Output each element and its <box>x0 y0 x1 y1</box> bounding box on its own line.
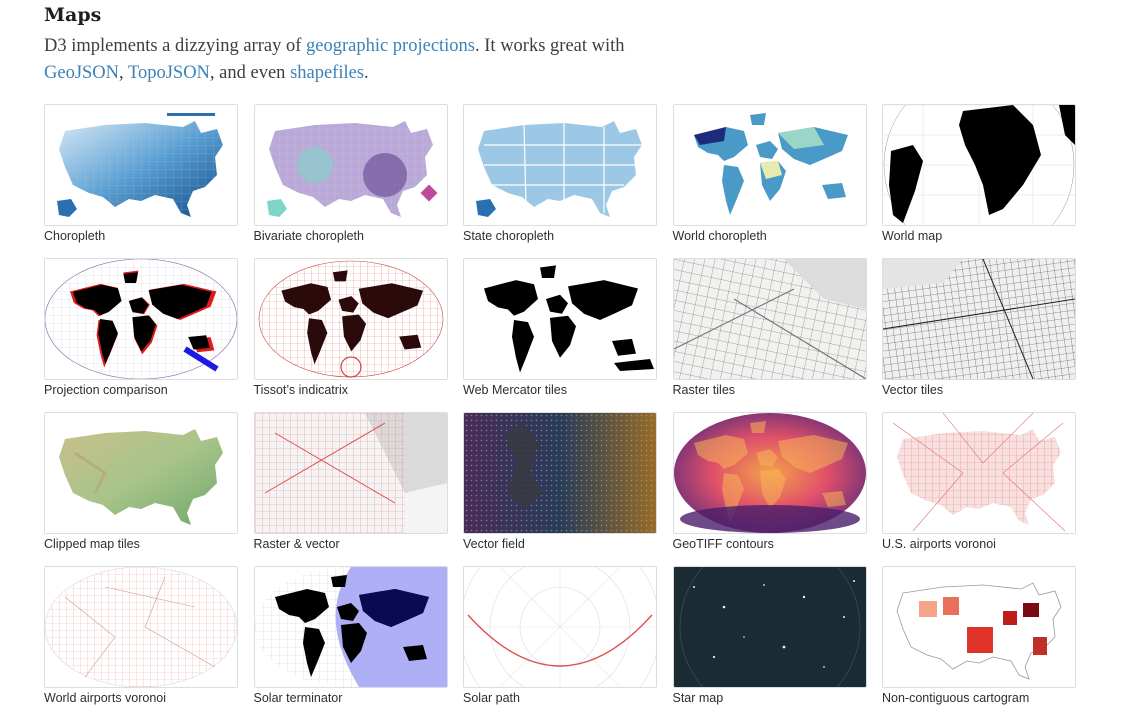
example-caption[interactable]: World map <box>882 229 943 243</box>
examples-gallery: Choropleth Bivariate choropleth State ch… <box>44 104 1076 720</box>
street-raster-map-icon <box>673 259 866 379</box>
example-thumbnail[interactable] <box>44 566 238 688</box>
example-caption[interactable]: Non-contiguous cartogram <box>882 691 1030 705</box>
example-thumbnail[interactable] <box>882 104 1076 226</box>
example-card-mercator-world-map[interactable]: Web Mercator tiles <box>463 258 657 412</box>
example-caption[interactable]: GeoTIFF contours <box>672 537 774 551</box>
example-caption[interactable]: U.S. airports voronoi <box>882 537 996 551</box>
example-thumbnail[interactable] <box>463 258 657 380</box>
example-card-us-bivariate-map[interactable]: Bivariate choropleth <box>253 104 448 258</box>
example-card-us-state-map[interactable]: State choropleth <box>463 104 657 258</box>
raster-vector-map-icon <box>254 413 447 533</box>
example-thumbnail[interactable] <box>882 258 1076 380</box>
example-card-us-choropleth-map[interactable]: Choropleth <box>44 104 238 258</box>
link-shapefiles[interactable]: shapefiles <box>290 63 365 83</box>
example-card-star-map[interactable]: Star map <box>672 566 867 720</box>
example-thumbnail[interactable] <box>44 258 238 380</box>
example-card-projection-comparison-map[interactable]: Projection comparison <box>44 258 238 412</box>
us-choropleth-map-icon <box>45 105 237 225</box>
orthographic-globe-map-icon <box>883 105 1075 225</box>
example-card-solar-path-chart[interactable]: Solar path <box>463 566 657 720</box>
terrain-map-icon <box>45 413 237 533</box>
example-thumbnail[interactable] <box>672 566 867 688</box>
example-caption[interactable]: Raster tiles <box>672 383 736 397</box>
link-topojson[interactable]: TopoJSON <box>127 63 210 83</box>
us-bivariate-map-icon <box>254 105 447 225</box>
example-thumbnail[interactable] <box>672 258 867 380</box>
example-card-tissot-indicatrix-map[interactable]: Tissot’s indicatrix <box>253 258 448 412</box>
example-thumbnail[interactable] <box>253 258 448 380</box>
example-thumbnail[interactable] <box>672 104 867 226</box>
example-card-solar-terminator-map[interactable]: Solar terminator <box>253 566 448 720</box>
example-thumbnail[interactable] <box>253 104 448 226</box>
example-card-vector-field-map[interactable]: Vector field <box>463 412 657 566</box>
mercator-world-map-icon <box>464 259 656 379</box>
example-caption[interactable]: Solar path <box>463 691 520 705</box>
projection-comparison-map-icon <box>45 259 237 379</box>
link-geographic-projections[interactable]: geographic projections <box>306 36 476 56</box>
solar-path-chart-icon <box>464 567 656 687</box>
example-caption[interactable]: Projection comparison <box>44 383 168 397</box>
example-caption[interactable]: World choropleth <box>672 229 767 243</box>
example-thumbnail[interactable] <box>672 412 867 534</box>
example-caption[interactable]: Choropleth <box>44 229 106 243</box>
example-card-terrain-map[interactable]: Clipped map tiles <box>44 412 238 566</box>
example-thumbnail[interactable] <box>463 566 657 688</box>
street-vector-map-icon <box>883 259 1075 379</box>
example-caption[interactable]: Vector field <box>463 537 525 551</box>
example-caption[interactable]: Tissot’s indicatrix <box>253 383 348 397</box>
example-thumbnail[interactable] <box>253 566 448 688</box>
example-caption[interactable]: Vector tiles <box>882 383 944 397</box>
world-voronoi-map-icon <box>45 567 237 687</box>
example-thumbnail[interactable] <box>882 412 1076 534</box>
example-card-street-vector-map[interactable]: Vector tiles <box>882 258 1076 412</box>
example-thumbnail[interactable] <box>882 566 1076 688</box>
example-card-world-voronoi-map[interactable]: World airports voronoi <box>44 566 238 720</box>
example-caption[interactable]: Star map <box>672 691 724 705</box>
example-card-raster-vector-map[interactable]: Raster & vector <box>253 412 448 566</box>
page-title: Maps <box>44 4 102 26</box>
example-caption[interactable]: Bivariate choropleth <box>253 229 364 243</box>
example-thumbnail[interactable] <box>463 104 657 226</box>
example-thumbnail[interactable] <box>44 412 238 534</box>
us-voronoi-map-icon <box>883 413 1075 533</box>
world-choropleth-map-icon <box>673 105 866 225</box>
star-map-icon <box>673 567 866 687</box>
solar-terminator-map-icon <box>254 567 447 687</box>
cartogram-map-icon <box>883 567 1075 687</box>
geotiff-contours-map-icon <box>673 413 866 533</box>
example-card-us-voronoi-map[interactable]: U.S. airports voronoi <box>882 412 1076 566</box>
tissot-indicatrix-map-icon <box>254 259 447 379</box>
example-card-street-raster-map[interactable]: Raster tiles <box>672 258 867 412</box>
us-state-map-icon <box>464 105 656 225</box>
example-card-orthographic-globe-map[interactable]: World map <box>882 104 1076 258</box>
vector-field-map-icon <box>464 413 656 533</box>
example-card-geotiff-contours-map[interactable]: GeoTIFF contours <box>672 412 867 566</box>
example-thumbnail[interactable] <box>463 412 657 534</box>
example-caption[interactable]: Clipped map tiles <box>44 537 140 551</box>
example-caption[interactable]: Raster & vector <box>253 537 340 551</box>
example-card-cartogram-map[interactable]: Non-contiguous cartogram <box>882 566 1076 720</box>
example-card-world-choropleth-map[interactable]: World choropleth <box>672 104 867 258</box>
example-thumbnail[interactable] <box>44 104 238 226</box>
example-caption[interactable]: Web Mercator tiles <box>463 383 567 397</box>
example-caption[interactable]: Solar terminator <box>253 691 343 705</box>
example-caption[interactable]: State choropleth <box>463 229 555 243</box>
link-geojson[interactable]: GeoJSON <box>44 63 120 83</box>
section-intro: D3 implements a dizzying array of geogra… <box>44 36 625 83</box>
example-caption[interactable]: World airports voronoi <box>44 691 167 705</box>
example-thumbnail[interactable] <box>253 412 448 534</box>
